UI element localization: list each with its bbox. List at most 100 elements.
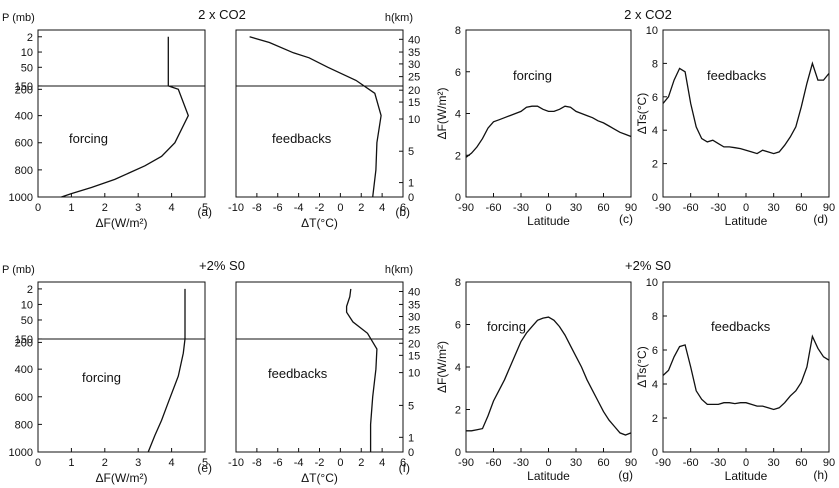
y2-tick-label: 30 <box>408 59 420 71</box>
x-axis-label: ΔF(W/m²) <box>96 471 148 485</box>
x-tick-label: -60 <box>486 202 502 214</box>
x-tick-label: 60 <box>597 202 609 214</box>
x-axis-label: Latitude <box>527 214 570 228</box>
x-tick-label: -30 <box>710 457 726 469</box>
x-tick-label: -4 <box>294 457 304 469</box>
y2-tick-label: 0 <box>408 447 414 459</box>
y2-axis-label: h(km) <box>385 264 413 276</box>
y2-tick-label: 5 <box>408 400 414 412</box>
x-tick-label: -30 <box>710 202 726 214</box>
y2-tick-label: 25 <box>408 72 420 84</box>
x-tick-label: -30 <box>513 457 529 469</box>
x-tick-label: 30 <box>768 202 780 214</box>
x-tick-label: 2 <box>102 457 108 469</box>
y-axis-label: P (mb) <box>2 264 35 276</box>
x-tick-label: 1 <box>68 202 74 214</box>
x-tick-label: 2 <box>102 202 108 214</box>
x-tick-label: 0 <box>337 202 343 214</box>
series-line <box>466 316 632 436</box>
panel-label: (g) <box>618 468 633 482</box>
y-tick-label: 8 <box>455 277 461 289</box>
x-tick-label: -10 <box>228 202 244 214</box>
annotation: forcing <box>69 131 108 146</box>
y-axis-label: P (mb) <box>2 12 35 24</box>
y2-tick-label: 20 <box>408 85 420 97</box>
header-top-left: 2 x CO2 <box>198 7 246 22</box>
plot-frame <box>37 29 206 198</box>
panel-label: (b) <box>395 205 410 219</box>
y2-tick-label: 1 <box>408 178 414 190</box>
y2-tick-label: 1 <box>408 432 414 444</box>
x-tick-label: 3 <box>135 202 141 214</box>
y-tick-label: 800 <box>15 165 33 177</box>
x-tick-label: -30 <box>513 202 529 214</box>
x-tick-label: -90 <box>458 457 474 469</box>
x-tick-label: 30 <box>570 457 582 469</box>
y-axis-label: ΔF(W/m²) <box>435 341 449 393</box>
y-tick-label: 400 <box>15 364 33 376</box>
series-line <box>147 288 186 453</box>
x-tick-label: 6 <box>400 457 406 469</box>
x-tick-label: 4 <box>379 457 385 469</box>
series-line <box>61 36 190 198</box>
x-tick-label: -4 <box>294 202 304 214</box>
y-tick-label: 600 <box>15 392 33 404</box>
x-tick-label: -60 <box>683 202 699 214</box>
y-tick-label: 150 <box>15 81 33 93</box>
x-tick-label: 0 <box>337 457 343 469</box>
panel-b: -10 -8 -6 -4 -2 0 2 4 601510152025303540h(km)ΔT(… <box>228 12 420 230</box>
x-tick-label: 2 <box>358 457 364 469</box>
y2-tick-label: 40 <box>408 286 420 298</box>
x-axis-label: Latitude <box>725 469 768 483</box>
annotation: forcing <box>513 68 552 83</box>
y-tick-label: 8 <box>652 311 658 323</box>
panel-label: (a) <box>197 205 212 219</box>
y-tick-label: 4 <box>652 125 658 137</box>
annotation: feedbacks <box>711 319 771 334</box>
annotation: forcing <box>82 370 121 385</box>
annotation: forcing <box>487 319 526 334</box>
y-tick-label: 1000 <box>9 192 33 204</box>
header-top-right: 2 x CO2 <box>624 7 672 22</box>
x-tick-label: 0 <box>35 202 41 214</box>
annotation: feedbacks <box>272 131 332 146</box>
y2-tick-label: 10 <box>408 114 420 126</box>
y2-tick-label: 35 <box>408 299 420 311</box>
y2-tick-label: 10 <box>408 368 420 380</box>
series-line <box>249 36 382 198</box>
panel-label: (e) <box>197 461 212 475</box>
x-tick-label: -8 <box>252 457 262 469</box>
y-tick-label: 2 <box>455 150 461 162</box>
x-tick-label: 0 <box>743 202 749 214</box>
y-tick-label: 0 <box>652 192 658 204</box>
x-tick-label: -8 <box>252 202 262 214</box>
x-tick-label: -60 <box>486 457 502 469</box>
y-tick-label: 2 <box>455 405 461 417</box>
x-axis-label: Latitude <box>725 214 768 228</box>
x-tick-label: 0 <box>743 457 749 469</box>
series-line <box>465 105 632 158</box>
y-tick-label: 4 <box>455 109 461 121</box>
x-tick-label: 0 <box>545 457 551 469</box>
plot-frame <box>37 281 206 453</box>
y-tick-label: 8 <box>455 25 461 37</box>
annotation: feedbacks <box>268 366 328 381</box>
panel-h: -90 -60 -30 0 30 60 90 0 2 4 6 8 10 Latitude ΔTs(°C) fe… <box>635 277 835 483</box>
y-tick-label: 4 <box>652 379 658 391</box>
y-tick-label: 2 <box>27 284 33 296</box>
x-tick-label: 60 <box>795 202 807 214</box>
x-tick-label: 5 <box>202 457 208 469</box>
x-tick-label: 60 <box>597 457 609 469</box>
plot-frame <box>235 29 404 198</box>
x-axis-label: ΔT(°C) <box>301 471 338 485</box>
y-axis-label: ΔF(W/m²) <box>435 88 449 140</box>
x-tick-label: 3 <box>135 457 141 469</box>
y-tick-label: 0 <box>652 447 658 459</box>
y-tick-label: 0 <box>455 447 461 459</box>
y-tick-label: 10 <box>646 25 658 37</box>
series-line <box>662 334 830 411</box>
y-tick-label: 2 <box>652 159 658 171</box>
x-tick-label: 30 <box>570 202 582 214</box>
panel-c: -90 -60 -30 0 30 60 90 0 2 4 6 8 Latitude ΔF(W/m²) for… <box>435 25 637 228</box>
